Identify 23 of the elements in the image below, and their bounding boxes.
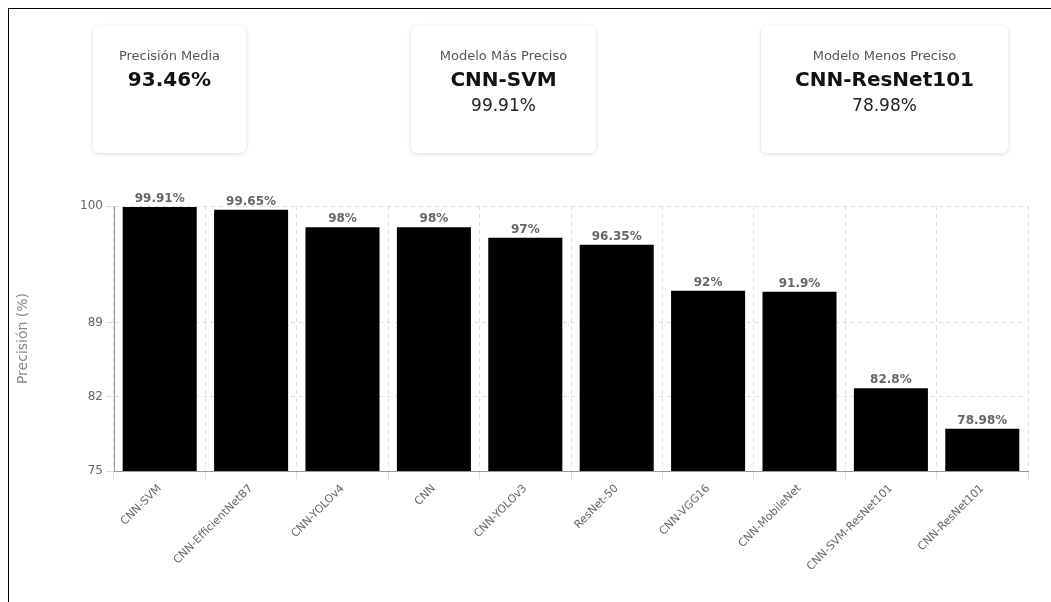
y-tick-label: 89 [87,314,103,329]
text: 78.98% [851,95,918,115]
data-label: 91.9% [778,275,821,290]
text: 99.91% [470,95,537,115]
y-tick-label: 75 [87,463,103,478]
data-label: 98% [419,211,449,226]
text: CNN-SVM [449,67,558,91]
y-axis-title: Precisión (%) [14,292,31,385]
data-label: 99.91% [134,191,185,206]
y-tick-label: 100 [80,198,103,213]
text: CNN-ResNet101 [794,67,975,91]
data-label: 92% [693,274,723,289]
data-label: 96.35% [591,228,642,243]
text: Modelo Más Preciso [438,48,569,63]
data-label: 99.65% [226,193,277,208]
data-label: 97% [510,221,540,236]
y-tick-label: 82 [87,388,103,403]
data-label: 98% [328,211,357,226]
data-label: 78.98% [957,412,1008,427]
text: Precisión Media [117,48,222,63]
text: 93.46% [126,67,213,91]
data-label: 82.8% [870,372,912,387]
text: Modelo Menos Preciso [811,48,958,63]
